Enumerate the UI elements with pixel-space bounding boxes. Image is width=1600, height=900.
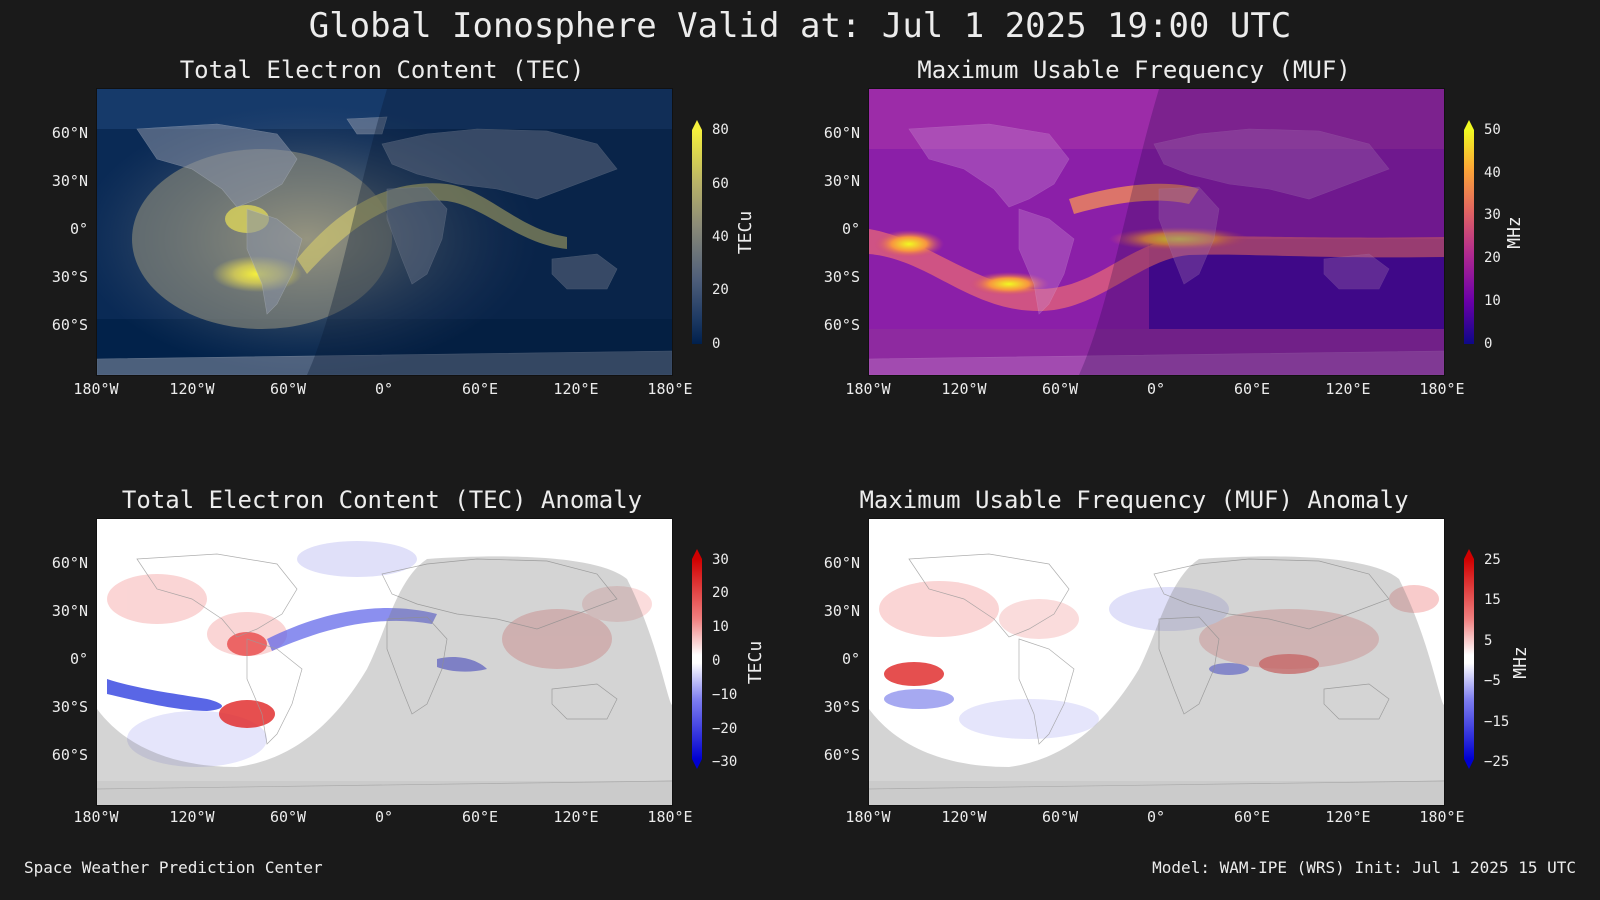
colorbar-tick: 40	[712, 229, 729, 245]
colorbar-tick: 0	[712, 336, 721, 352]
lat-tick: 0°	[841, 650, 860, 668]
lat-tick: 60°S	[823, 746, 860, 764]
lon-tick: 0°	[374, 808, 394, 826]
page-title: Global Ionosphere Valid at: Jul 1 2025 1…	[308, 6, 1292, 46]
colorbar-tick: 20	[712, 282, 729, 298]
colorbar-tick: 0	[1484, 336, 1493, 352]
lon-tick: 120°W	[941, 380, 987, 398]
lat-tick: 30°N	[823, 172, 860, 190]
lat-tick: 30°N	[823, 602, 860, 620]
lon-tick: 120°E	[553, 808, 599, 826]
lon-tick: 60°W	[269, 380, 307, 398]
muf-anomaly-map	[868, 518, 1445, 806]
tec-anomaly-map	[96, 518, 673, 806]
colorbar-tick: 60	[712, 176, 729, 192]
colorbar-extend-arrow	[692, 549, 702, 559]
lat-tick: 30°N	[51, 172, 88, 190]
tec-colorbar	[692, 130, 702, 344]
colorbar-tick: 80	[712, 122, 729, 138]
tec-panel-title: Total Electron Content (TEC)	[179, 56, 585, 84]
lon-tick: 180°W	[845, 808, 891, 826]
lat-tick: 30°S	[823, 268, 860, 286]
lon-tick: 180°E	[647, 380, 693, 398]
lon-tick: 0°	[374, 380, 394, 398]
lat-tick: 60°N	[51, 124, 88, 142]
muf-anomaly-panel-title: Maximum Usable Frequency (MUF) Anomaly	[859, 486, 1409, 514]
colorbar-tick: 40	[1484, 165, 1501, 181]
lon-tick: 120°E	[1325, 380, 1371, 398]
lon-tick: 120°W	[169, 808, 215, 826]
colorbar-unit-label: TECu	[735, 210, 757, 255]
colorbar-tick: 10	[1484, 293, 1501, 309]
lat-tick: 0°	[69, 650, 88, 668]
colorbar-tick: 30	[712, 552, 729, 568]
colorbar-extend-arrow	[1464, 120, 1474, 130]
lon-tick: 60°E	[1233, 380, 1271, 398]
lon-tick: 60°W	[1041, 808, 1079, 826]
lat-tick: 60°N	[51, 554, 88, 572]
colorbar-tick: 10	[712, 619, 729, 635]
muf-panel-title: Maximum Usable Frequency (MUF)	[917, 56, 1351, 84]
lon-tick: 180°W	[73, 808, 119, 826]
muf-colorbar	[1464, 130, 1474, 344]
colorbar-extend-arrow	[1464, 549, 1474, 559]
lon-tick: 60°W	[269, 808, 307, 826]
colorbar-tick: 50	[1484, 122, 1501, 138]
colorbar-tick: −25	[1484, 754, 1510, 770]
lon-tick: 120°W	[169, 380, 215, 398]
lon-tick: 60°E	[1233, 808, 1271, 826]
lon-tick: 120°E	[553, 380, 599, 398]
colorbar-unit-label: MHz	[1509, 646, 1531, 679]
lon-tick: 180°E	[1419, 380, 1465, 398]
colorbar-tick: −30	[712, 754, 738, 770]
muf-map	[868, 88, 1445, 376]
colorbar-tick: 30	[1484, 207, 1501, 223]
colorbar-extend-arrow	[692, 759, 702, 769]
colorbar-tick: −10	[712, 687, 738, 703]
lat-tick: 0°	[841, 220, 860, 238]
footer-source: Space Weather Prediction Center	[24, 858, 323, 877]
lat-tick: 60°S	[51, 316, 88, 334]
lat-tick: 60°N	[823, 554, 860, 572]
footer-model-info: Model: WAM-IPE (WRS) Init: Jul 1 2025 15…	[1152, 858, 1576, 877]
colorbar-tick: 15	[1484, 592, 1501, 608]
lat-tick: 0°	[69, 220, 88, 238]
lat-tick: 60°N	[823, 124, 860, 142]
colorbar-tick: −5	[1484, 673, 1501, 689]
lon-tick: 180°W	[73, 380, 119, 398]
colorbar-extend-arrow	[1464, 759, 1474, 769]
lat-tick: 30°N	[51, 602, 88, 620]
lat-tick: 60°S	[823, 316, 860, 334]
lon-tick: 120°E	[1325, 808, 1371, 826]
lon-tick: 180°E	[1419, 808, 1465, 826]
colorbar-tick: 5	[1484, 633, 1493, 649]
lon-tick: 0°	[1146, 808, 1166, 826]
lon-tick: 180°E	[647, 808, 693, 826]
lat-tick: 60°S	[51, 746, 88, 764]
colorbar-unit-label: TECu	[745, 640, 767, 685]
tec-map	[96, 88, 673, 376]
colorbar-unit-label: MHz	[1503, 216, 1525, 249]
lat-tick: 30°S	[823, 698, 860, 716]
tec-anomaly-colorbar	[692, 559, 702, 759]
colorbar-tick: 0	[712, 653, 721, 669]
colorbar-tick: −20	[712, 721, 738, 737]
lon-tick: 60°E	[461, 380, 499, 398]
lon-tick: 120°W	[941, 808, 987, 826]
lon-tick: 60°E	[461, 808, 499, 826]
colorbar-tick: 25	[1484, 552, 1501, 568]
colorbar-extend-arrow	[692, 120, 702, 130]
lon-tick: 60°W	[1041, 380, 1079, 398]
lon-tick: 0°	[1146, 380, 1166, 398]
muf-anomaly-colorbar	[1464, 559, 1474, 759]
tec-anomaly-panel-title: Total Electron Content (TEC) Anomaly	[121, 486, 643, 514]
lat-tick: 30°S	[51, 698, 88, 716]
colorbar-tick: 20	[1484, 250, 1501, 266]
lat-tick: 30°S	[51, 268, 88, 286]
colorbar-tick: −15	[1484, 714, 1510, 730]
colorbar-tick: 20	[712, 585, 729, 601]
lon-tick: 180°W	[845, 380, 891, 398]
